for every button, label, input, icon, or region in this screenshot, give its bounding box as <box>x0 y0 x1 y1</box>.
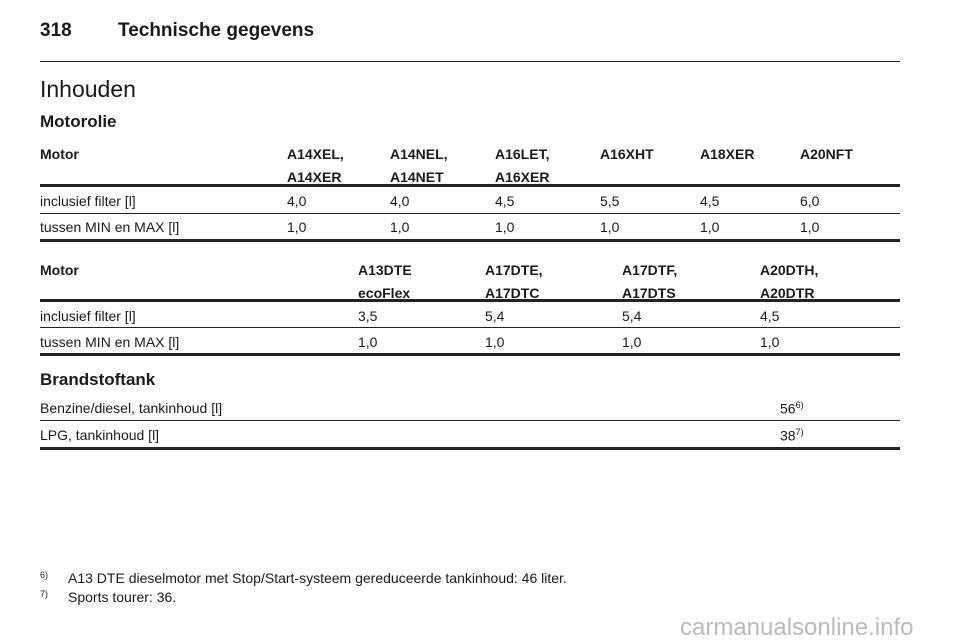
footnote-ref: 7) <box>795 427 804 437</box>
footnote-text: A13 DTE dieselmotor met Stop/Start-syste… <box>68 570 567 586</box>
table-cell: 1,0 <box>485 334 505 350</box>
table-cell: 5,4 <box>485 308 505 324</box>
table-cell: 566) <box>780 400 804 417</box>
table-cell: 5,5 <box>600 193 620 209</box>
subsection-title: Brandstoftank <box>40 370 156 389</box>
header-rule <box>40 61 900 62</box>
table-cell: 1,0 <box>287 219 307 235</box>
table-cell: tussen MIN en MAX [l] <box>40 334 180 350</box>
table-cell: Benzine/diesel, tankinhoud [l] <box>40 400 223 416</box>
table-rule <box>40 353 900 356</box>
table-cell: inclusief filter [l] <box>40 193 136 209</box>
table-header-cell: Motor <box>40 262 79 278</box>
table-cell: 4,5 <box>760 308 780 324</box>
footnote-text: Sports tourer: 36. <box>68 589 177 605</box>
table-cell: 4,5 <box>495 193 515 209</box>
table-header-cell: A20NFT <box>800 146 853 162</box>
table-rule <box>40 184 900 187</box>
table-cell: inclusief filter [l] <box>40 308 136 324</box>
table-cell: 4,0 <box>390 193 410 209</box>
table-cell: 1,0 <box>358 334 378 350</box>
footnote-marker: 7) <box>40 589 49 599</box>
table-cell: 1,0 <box>390 219 410 235</box>
table-cell: 1,0 <box>760 334 780 350</box>
subsection-title: Motorolie <box>40 112 117 131</box>
table-header-cell: A17DTF, A17DTS <box>622 262 678 301</box>
cell-value: 56 <box>780 400 796 417</box>
table-rule <box>40 239 900 242</box>
table-header-cell: A16LET, A16XER <box>495 146 550 185</box>
table-cell: 5,4 <box>622 308 642 324</box>
table-cell: 1,0 <box>495 219 515 235</box>
table-cell: 3,5 <box>358 308 378 324</box>
table-rule <box>40 327 900 328</box>
table-cell: 4,0 <box>287 193 307 209</box>
table-cell: 1,0 <box>800 219 820 235</box>
table-cell: 4,5 <box>700 193 720 209</box>
table-header-cell: A20DTH, A20DTR <box>760 262 819 301</box>
table-cell: 387) <box>780 427 804 444</box>
table-header-cell: Motor <box>40 146 79 162</box>
table-cell: 1,0 <box>700 219 720 235</box>
table-header-cell: A16XHT <box>600 146 654 162</box>
watermark: carmanualsonline.info <box>680 614 914 641</box>
table-rule <box>40 420 900 421</box>
table-cell: 6,0 <box>800 193 820 209</box>
footnote-ref: 6) <box>795 400 804 410</box>
table-rule <box>40 447 900 450</box>
table-cell: 1,0 <box>600 219 620 235</box>
table-header-cell: A13DTE ecoFlex <box>358 262 412 301</box>
page-title: Technische gegevens <box>118 20 315 41</box>
section-title: Inhouden <box>40 76 136 102</box>
table-rule <box>40 213 900 214</box>
table-header-cell: A18XER <box>700 146 755 162</box>
table-header-cell: A17DTE, A17DTC <box>485 262 543 301</box>
page-number: 318 <box>40 20 72 41</box>
table-cell: tussen MIN en MAX [l] <box>40 219 180 235</box>
table-header-cell: A14NEL, A14NET <box>390 146 448 185</box>
cell-value: 38 <box>780 427 796 444</box>
table-cell: LPG, tankinhoud [l] <box>40 427 160 443</box>
table-header-cell: A14XEL, A14XER <box>287 146 344 185</box>
footnote-marker: 6) <box>40 570 49 580</box>
table-rule <box>40 299 900 302</box>
table-cell: 1,0 <box>622 334 642 350</box>
